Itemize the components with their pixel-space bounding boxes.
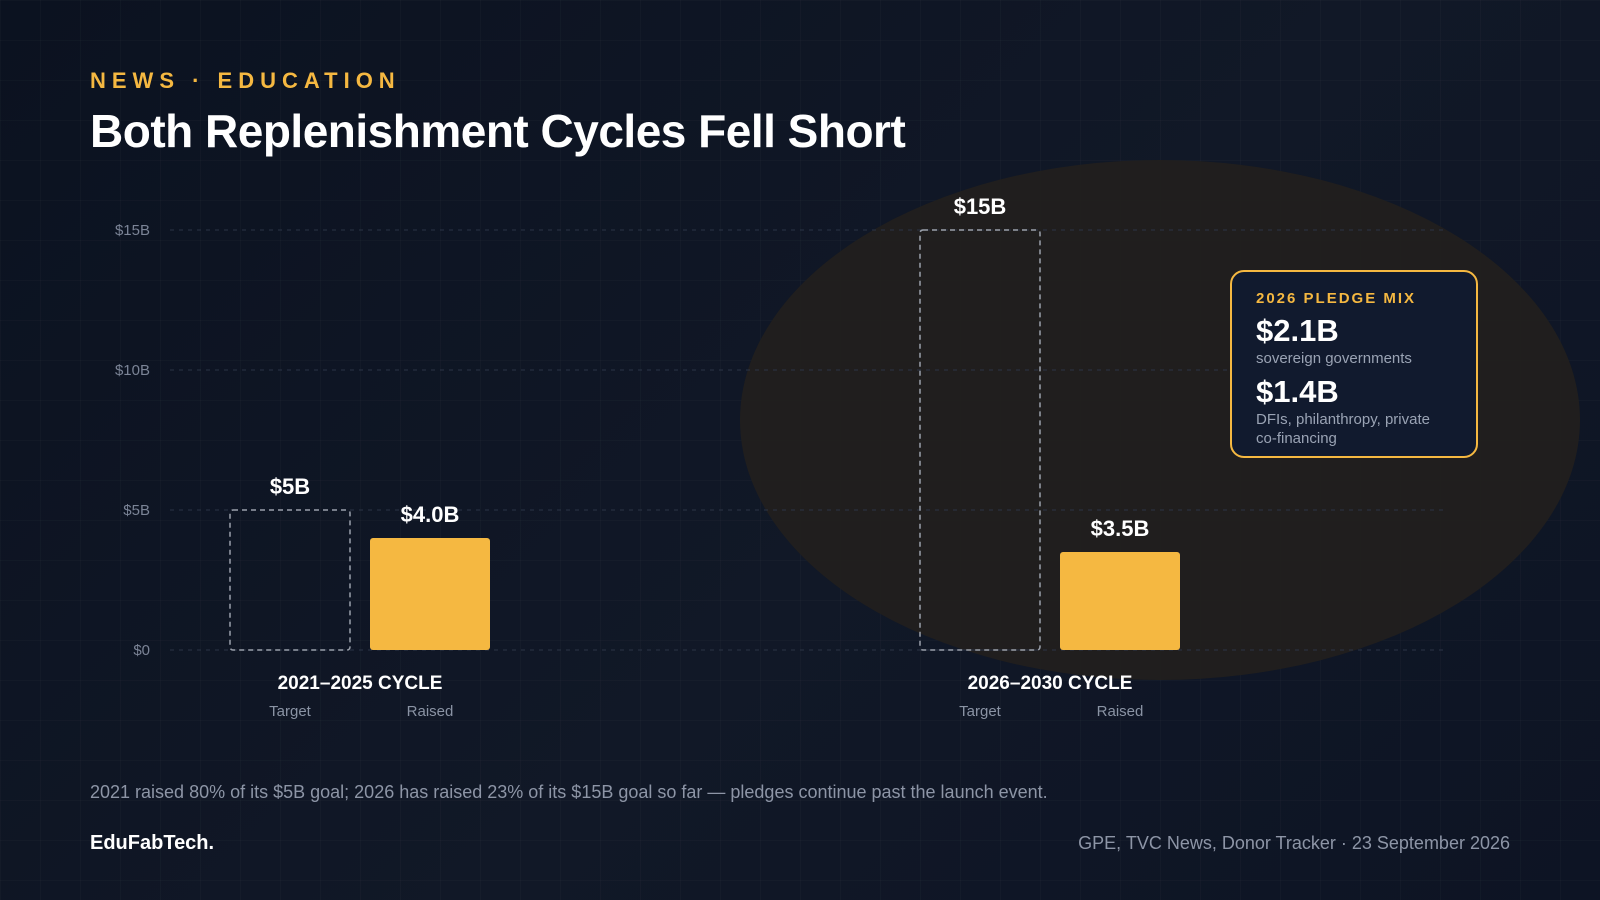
- pledge-mix-callout: 2026 PLEDGE MIX $2.1B sovereign governme…: [1230, 270, 1478, 458]
- raised-bar: [1060, 552, 1180, 650]
- y-tick-label: $0: [133, 642, 150, 659]
- pledge-desc-other: DFIs, philanthropy, private co-financing: [1256, 411, 1430, 447]
- bar-value-label: $5B: [270, 474, 310, 499]
- section-kicker: NEWS · EDUCATION: [90, 68, 401, 93]
- cycle-group-label: 2026–2030 CYCLE: [968, 673, 1133, 694]
- pledge-value-other: $1.4B: [1256, 374, 1339, 409]
- target-bar: [919, 229, 1041, 651]
- footnote: 2021 raised 80% of its $5B goal; 2026 ha…: [90, 782, 1048, 802]
- pledge-value-sovereign: $2.1B: [1256, 313, 1339, 348]
- cycle-group-label: 2021–2025 CYCLE: [278, 673, 443, 694]
- bar-value-label: $15B: [954, 194, 1007, 219]
- bar-sub-label: Target: [269, 703, 312, 720]
- bar-sub-label: Target: [959, 703, 1002, 720]
- page-title: Both Replenishment Cycles Fell Short: [90, 105, 906, 157]
- y-tick-label: $5B: [123, 502, 150, 519]
- y-tick-label: $10B: [115, 362, 150, 379]
- pledge-mix-heading: 2026 PLEDGE MIX: [1256, 290, 1417, 307]
- pledge-desc-sovereign: sovereign governments: [1256, 350, 1412, 367]
- source-credit: GPE, TVC News, Donor Tracker · 23 Septem…: [1078, 833, 1510, 853]
- y-tick-label: $15B: [115, 222, 150, 239]
- bar-sub-label: Raised: [407, 703, 454, 720]
- brand-logo-text: EduFabTech.: [90, 832, 215, 854]
- bar-sub-label: Raised: [1097, 703, 1144, 720]
- target-bar: [229, 509, 351, 651]
- raised-bar: [370, 538, 490, 650]
- bar-value-label: $4.0B: [401, 502, 460, 527]
- bar-value-label: $3.5B: [1091, 516, 1150, 541]
